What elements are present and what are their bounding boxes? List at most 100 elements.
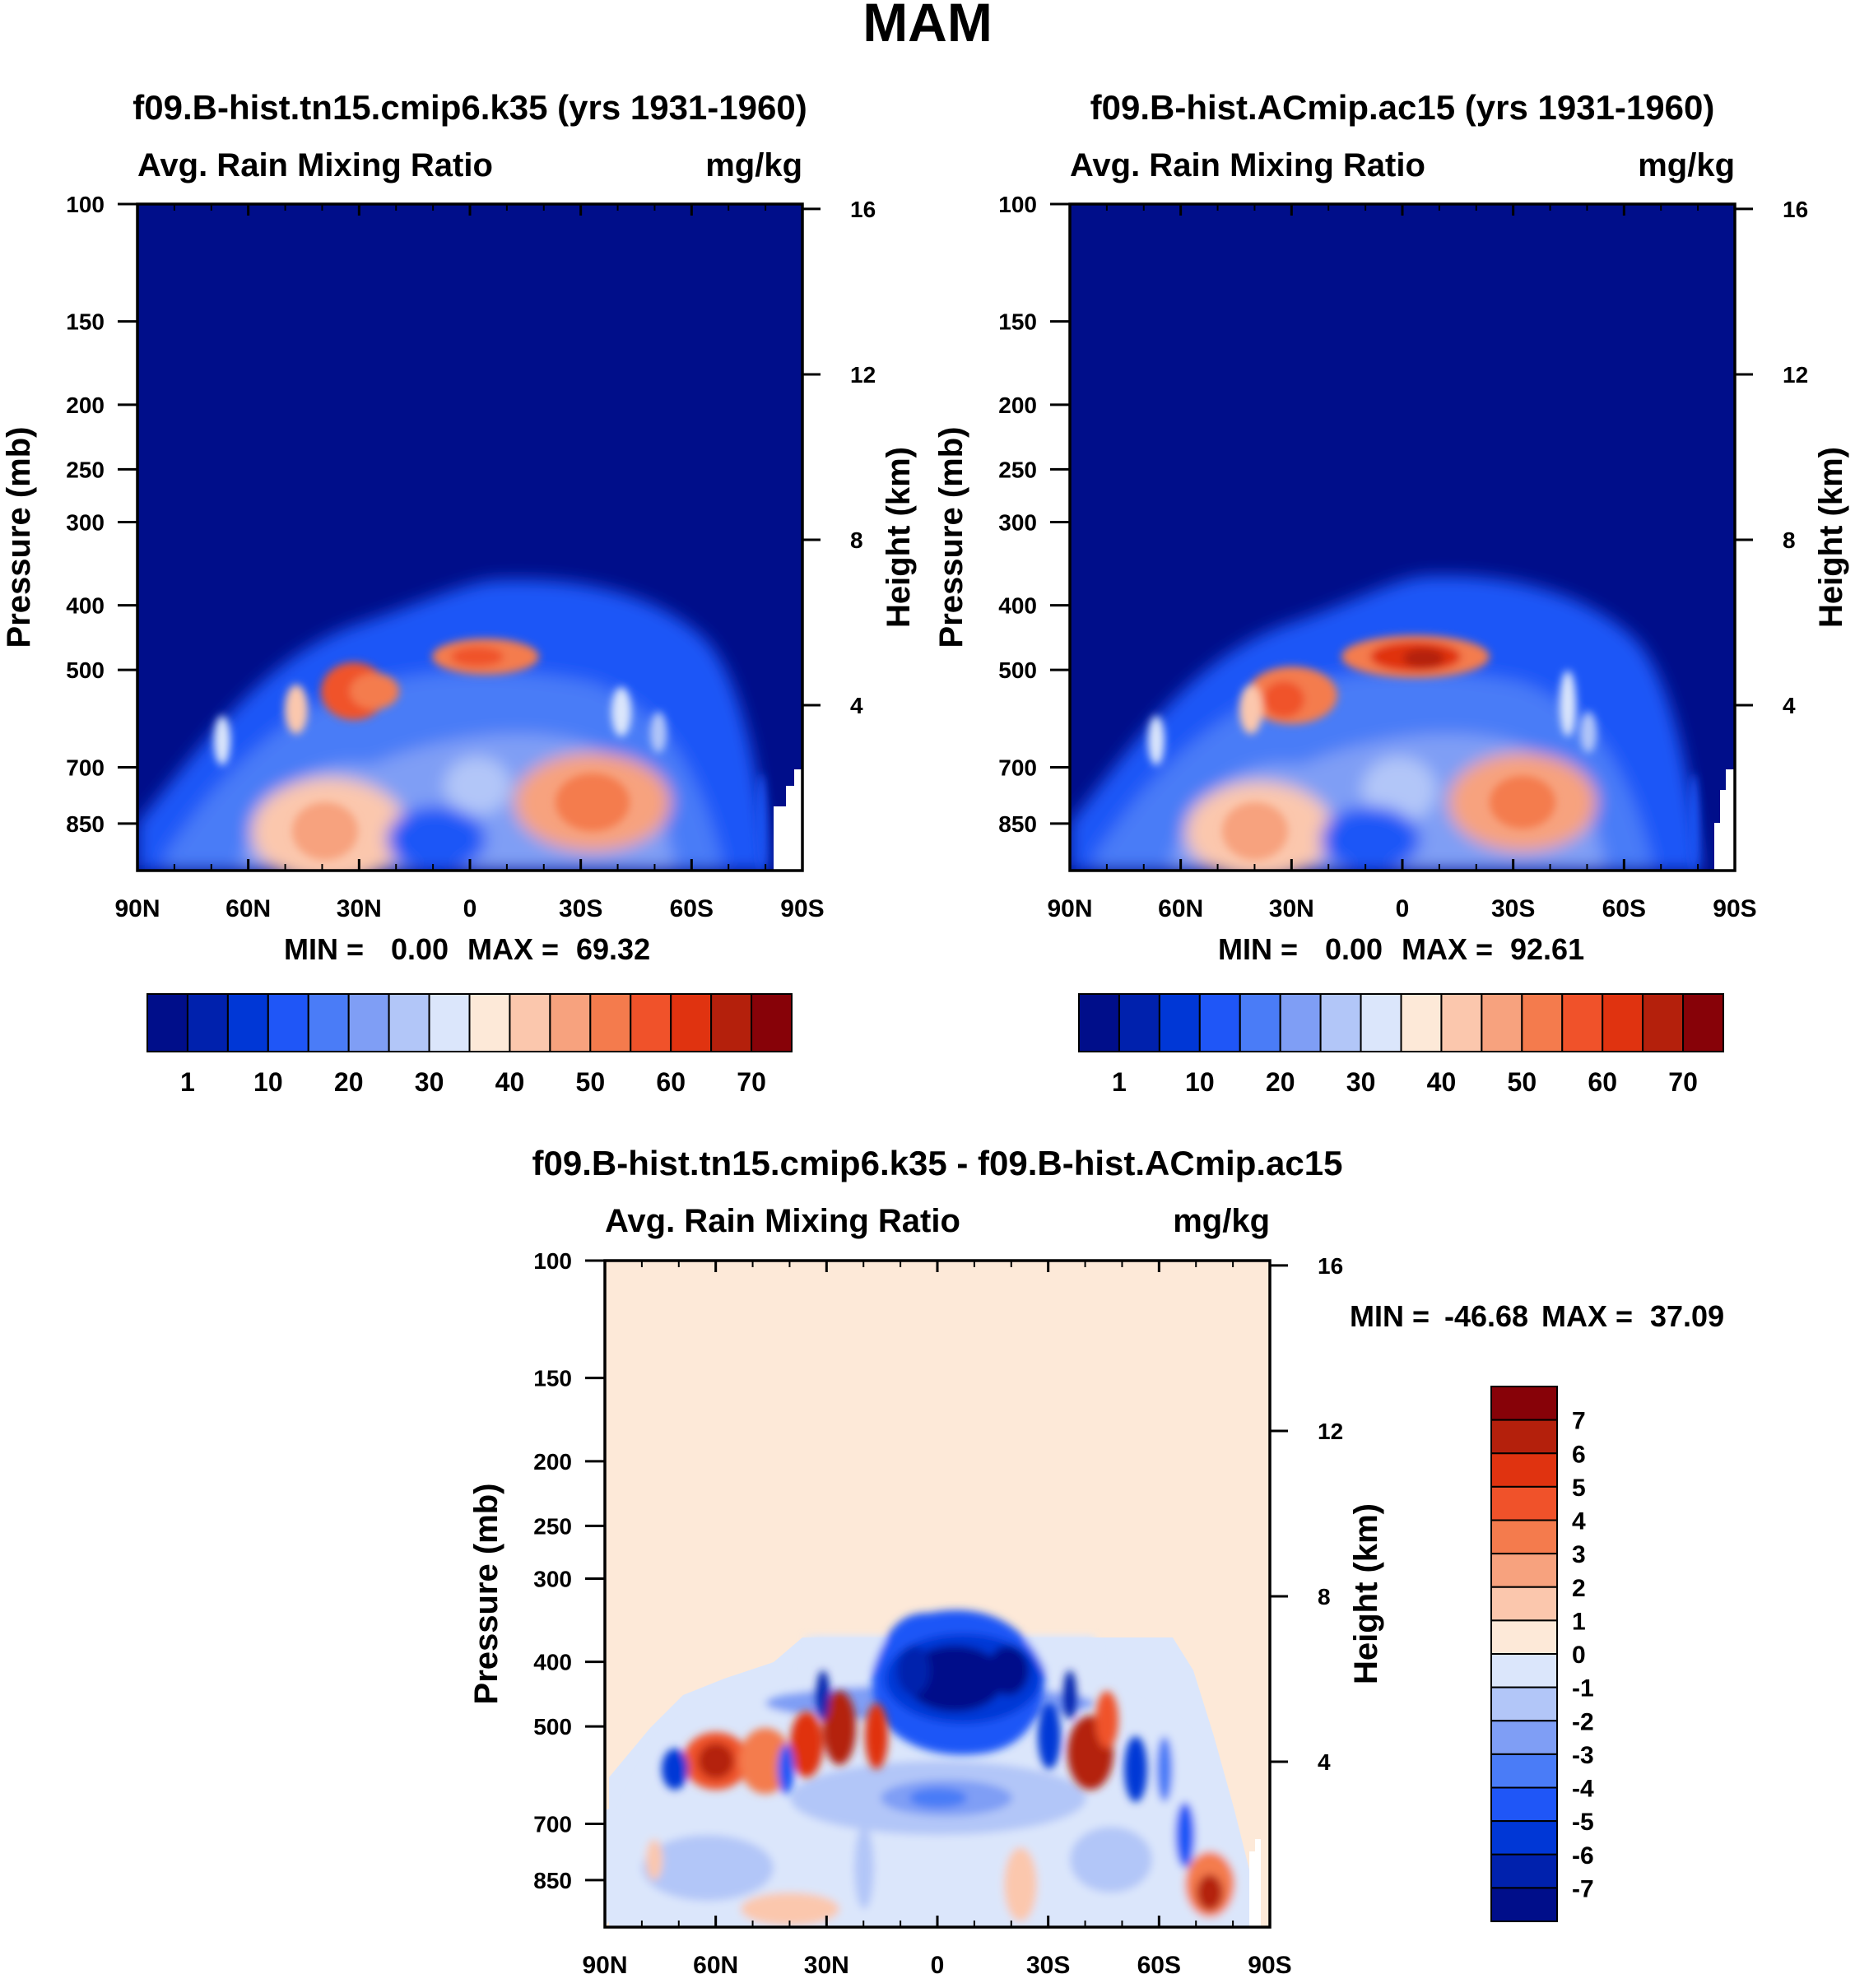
y-tick-label: 300 — [533, 1566, 572, 1591]
colorbar-box — [751, 993, 793, 1052]
colorbar-box — [267, 993, 309, 1052]
colorbar-box — [1490, 1786, 1558, 1823]
x-tick-label: 90N — [1047, 895, 1092, 922]
height-tick-label: 4 — [1318, 1749, 1331, 1775]
colorbar-box — [1198, 993, 1241, 1052]
colorbar-box — [1642, 993, 1685, 1052]
colorbar-box — [1490, 1452, 1558, 1488]
panel-ctrl-axes: 90N 60N 30N 0 30S 60S 90S 100 150 200 250 300 400 500… — [66, 192, 876, 922]
panel-exp-max-value: 92.61 — [1510, 932, 1584, 966]
colorbar-box — [1490, 1519, 1558, 1555]
panel-ctrl-ylabel-right: Height (km) — [881, 447, 917, 628]
colorbar-label: 0 — [1572, 1642, 1586, 1669]
panel-diff-colorbar: 7 6 5 4 3 2 1 0 -1 -2 -3 -4 -5 -6 -7 — [1490, 1386, 1594, 1922]
x-tick-label: 0 — [463, 895, 477, 922]
colorbar-label: 40 — [495, 1067, 525, 1097]
colorbar-label: 60 — [1588, 1067, 1617, 1097]
colorbar-box — [509, 993, 551, 1052]
y-tick-label: 700 — [998, 755, 1037, 781]
colorbar-box — [468, 993, 511, 1052]
colorbar-label: -6 — [1572, 1842, 1594, 1870]
panel-ctrl-ylabel: Pressure (mb) — [1, 427, 37, 648]
x-tick-label: 30S — [559, 895, 602, 922]
colorbar-label: 60 — [656, 1067, 686, 1097]
colorbar-label: 30 — [1346, 1067, 1376, 1097]
panel-ctrl-max-label: MAX = — [467, 932, 559, 966]
panel-ctrl-max-value: 69.32 — [576, 932, 650, 966]
y-tick-label: 400 — [998, 593, 1037, 619]
y-tick-label: 150 — [533, 1366, 572, 1391]
height-tick-label: 4 — [1783, 693, 1796, 718]
x-tick-label: 60N — [1158, 895, 1203, 922]
colorbar-box — [1239, 993, 1281, 1052]
colorbar-box — [1490, 1619, 1558, 1655]
x-tick-label: 30N — [1269, 895, 1314, 922]
x-tick-label: 90N — [114, 895, 160, 922]
y-tick-label: 700 — [533, 1812, 572, 1837]
y-tick-label: 500 — [998, 657, 1037, 683]
panel-ctrl-min-label: MIN = — [284, 932, 364, 966]
x-tick-label: 90S — [1248, 1952, 1291, 1979]
x-tick-label: 30N — [804, 1952, 849, 1979]
colorbar-label: 10 — [1185, 1067, 1215, 1097]
height-tick-label: 8 — [850, 527, 863, 553]
height-tick-label: 8 — [1318, 1584, 1331, 1609]
colorbar-label: 30 — [415, 1067, 444, 1097]
y-tick-label: 700 — [66, 755, 105, 781]
height-tick-label: 16 — [1783, 197, 1808, 222]
colorbar-label: 50 — [1508, 1067, 1537, 1097]
panel-exp-title: f09.B-hist.ACmip.ac15 (yrs 1931-1960) — [1090, 88, 1715, 127]
height-tick-label: 12 — [850, 362, 876, 388]
colorbar-box — [1118, 993, 1160, 1052]
colorbar-label: -7 — [1572, 1875, 1594, 1902]
colorbar-box — [1490, 1586, 1558, 1622]
panel-exp: f09.B-hist.ACmip.ac15 (yrs 1931-1960) Av… — [933, 88, 1849, 1097]
colorbar-label: -4 — [1572, 1776, 1594, 1803]
colorbar-label: 6 — [1572, 1441, 1586, 1468]
panel-diff-field — [605, 1261, 1270, 1927]
colorbar-box — [186, 993, 229, 1052]
panel-ctrl-title: f09.B-hist.tn15.cmip6.k35 (yrs 1931-1960… — [132, 88, 807, 127]
y-tick-label: 200 — [66, 392, 105, 418]
x-tick-label: 60N — [225, 895, 271, 922]
colorbar-box — [1078, 993, 1120, 1052]
panel-ctrl-min-value: 0.00 — [391, 932, 449, 966]
colorbar-box — [1400, 993, 1443, 1052]
height-tick-label: 12 — [1318, 1419, 1343, 1444]
colorbar-box — [1561, 993, 1604, 1052]
panel-ctrl: f09.B-hist.tn15.cmip6.k35 (yrs 1931-1960… — [1, 88, 917, 1097]
colorbar-label: 40 — [1427, 1067, 1457, 1097]
y-tick-label: 500 — [66, 657, 105, 683]
y-tick-label: 850 — [66, 811, 105, 837]
colorbar-box — [388, 993, 430, 1052]
colorbar-box — [1158, 993, 1201, 1052]
panel-exp-colorbar: 1 10 20 30 40 50 60 70 — [1078, 993, 1724, 1097]
panel-diff-units: mg/kg — [1173, 1203, 1270, 1239]
colorbar-label: 2 — [1572, 1575, 1586, 1602]
y-tick-label: 150 — [998, 309, 1037, 335]
colorbar-box — [307, 993, 350, 1052]
panel-diff-min-label: MIN = — [1350, 1299, 1430, 1333]
colorbar-label: 70 — [737, 1067, 766, 1097]
panel-diff-ylabel-right: Height (km) — [1348, 1503, 1384, 1684]
colorbar-box — [1490, 1720, 1558, 1755]
colorbar-label: 1 — [1112, 1067, 1127, 1097]
height-tick-label: 12 — [1783, 362, 1808, 388]
x-tick-label: 0 — [931, 1952, 945, 1979]
colorbar-box — [1490, 1553, 1558, 1588]
colorbar-label: 3 — [1572, 1541, 1586, 1568]
x-tick-label: 30N — [337, 895, 382, 922]
colorbar-label: 20 — [1266, 1067, 1295, 1097]
colorbar-box — [1490, 1419, 1558, 1455]
panel-exp-ylabel-right: Height (km) — [1813, 447, 1849, 628]
y-tick-label: 250 — [533, 1513, 572, 1539]
height-tick-label: 4 — [850, 693, 863, 718]
colorbar-box — [630, 993, 672, 1052]
y-tick-label: 200 — [533, 1449, 572, 1475]
panel-diff-max-value: 37.09 — [1650, 1299, 1724, 1333]
panel-exp-field — [1070, 204, 1735, 871]
colorbar-box — [1481, 993, 1523, 1052]
panel-diff-title: f09.B-hist.tn15.cmip6.k35 - f09.B-hist.A… — [532, 1144, 1343, 1182]
colorbar-box — [1490, 1485, 1558, 1521]
